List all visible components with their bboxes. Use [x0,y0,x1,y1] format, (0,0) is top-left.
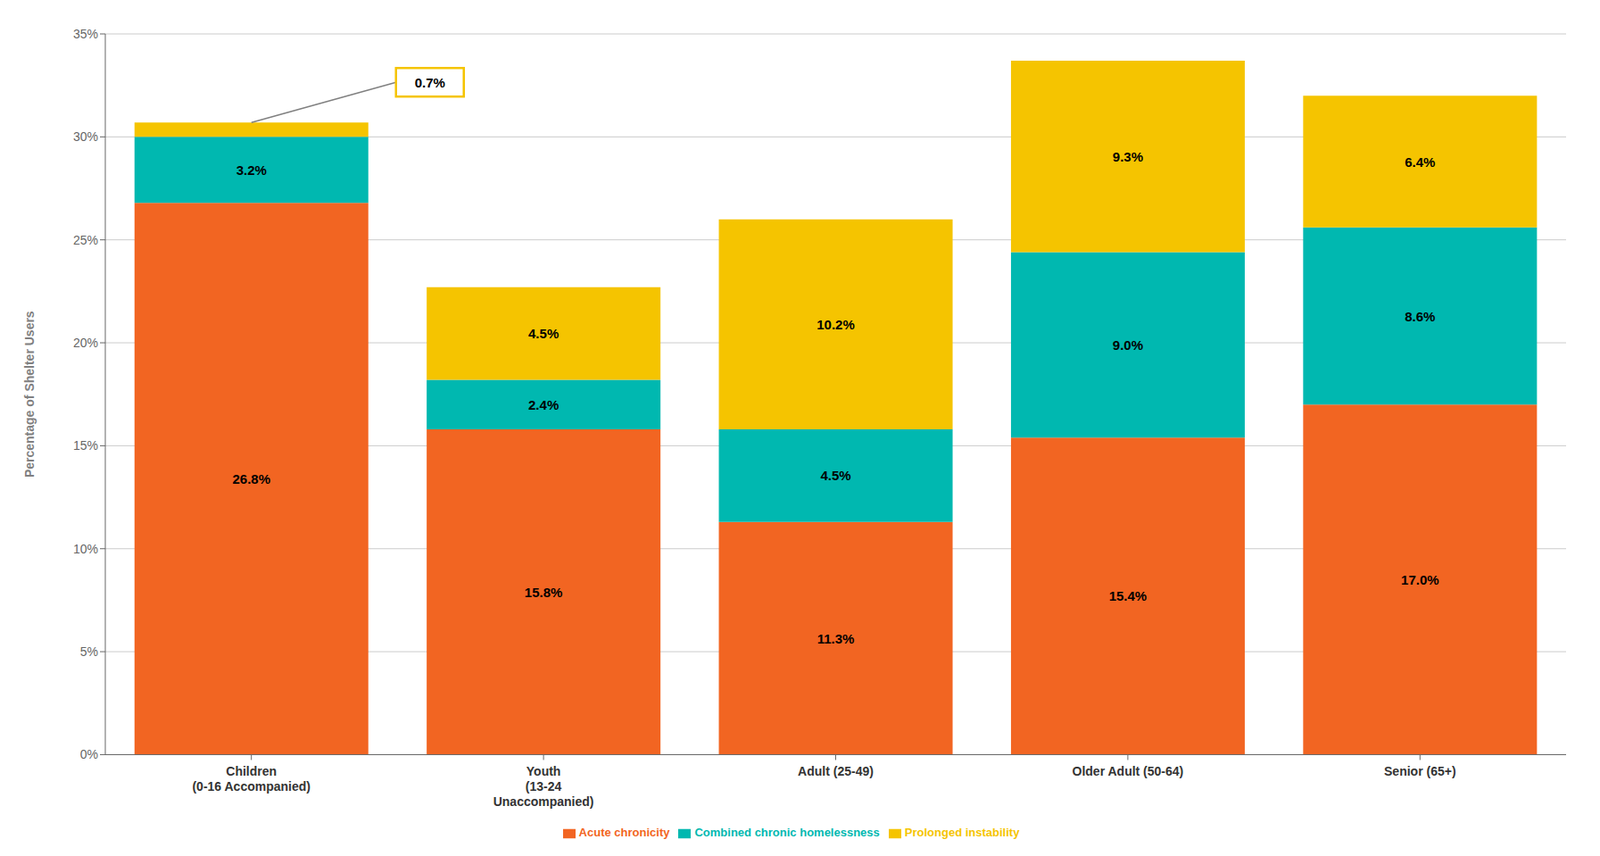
svg-text:11.3%: 11.3% [817,630,855,647]
html-text:Acute chronicity: Acute chronicity [578,825,670,840]
svg-text:Children(0-16 Accompanied): Children(0-16 Accompanied) [191,763,311,794]
svg-text:Senior (65+): Senior (65+) [1384,763,1457,779]
svg-text:10%: 10% [73,541,99,556]
svg-text:Youth(13-24Unaccompanied): Youth(13-24Unaccompanied) [493,763,595,809]
svg-text:0%: 0% [80,746,99,762]
svg-text:9.3%: 9.3% [1112,149,1144,165]
svg-text:0.7%: 0.7% [414,74,446,91]
svg-text:15.8%: 15.8% [524,584,564,600]
svg-text:2.4%: 2.4% [528,397,559,413]
svg-text:20%: 20% [73,335,99,350]
svg-text:3.2%: 3.2% [236,162,267,178]
svg-text:26.8%: 26.8% [232,471,271,487]
svg-text:35%: 35% [73,26,99,42]
html-text:Combined chronic homelessness: Combined chronic homelessness [694,825,880,840]
svg-text:10.2%: 10.2% [816,316,855,332]
svg-text:25%: 25% [73,232,99,248]
svg-text:6.4%: 6.4% [1404,154,1435,170]
html-text:Prolonged instability: Prolonged instability [904,825,1020,840]
svg-text:Percentage of Shelter Users: Percentage of Shelter Users [22,310,37,478]
svg-text:Adult (25-49): Adult (25-49) [797,763,874,779]
svg-text:17.0%: 17.0% [1401,572,1440,588]
svg-text:9.0%: 9.0% [1112,337,1144,353]
svg-text:15%: 15% [73,438,99,453]
svg-text:8.6%: 8.6% [1404,308,1435,324]
svg-text:4.5%: 4.5% [820,467,851,483]
svg-text:Older Adult (50-64): Older Adult (50-64) [1072,763,1185,779]
svg-text:5%: 5% [80,644,99,659]
svg-text:4.5%: 4.5% [528,325,559,341]
svg-text:30%: 30% [73,129,99,144]
svg-text:15.4%: 15.4% [1109,588,1148,604]
